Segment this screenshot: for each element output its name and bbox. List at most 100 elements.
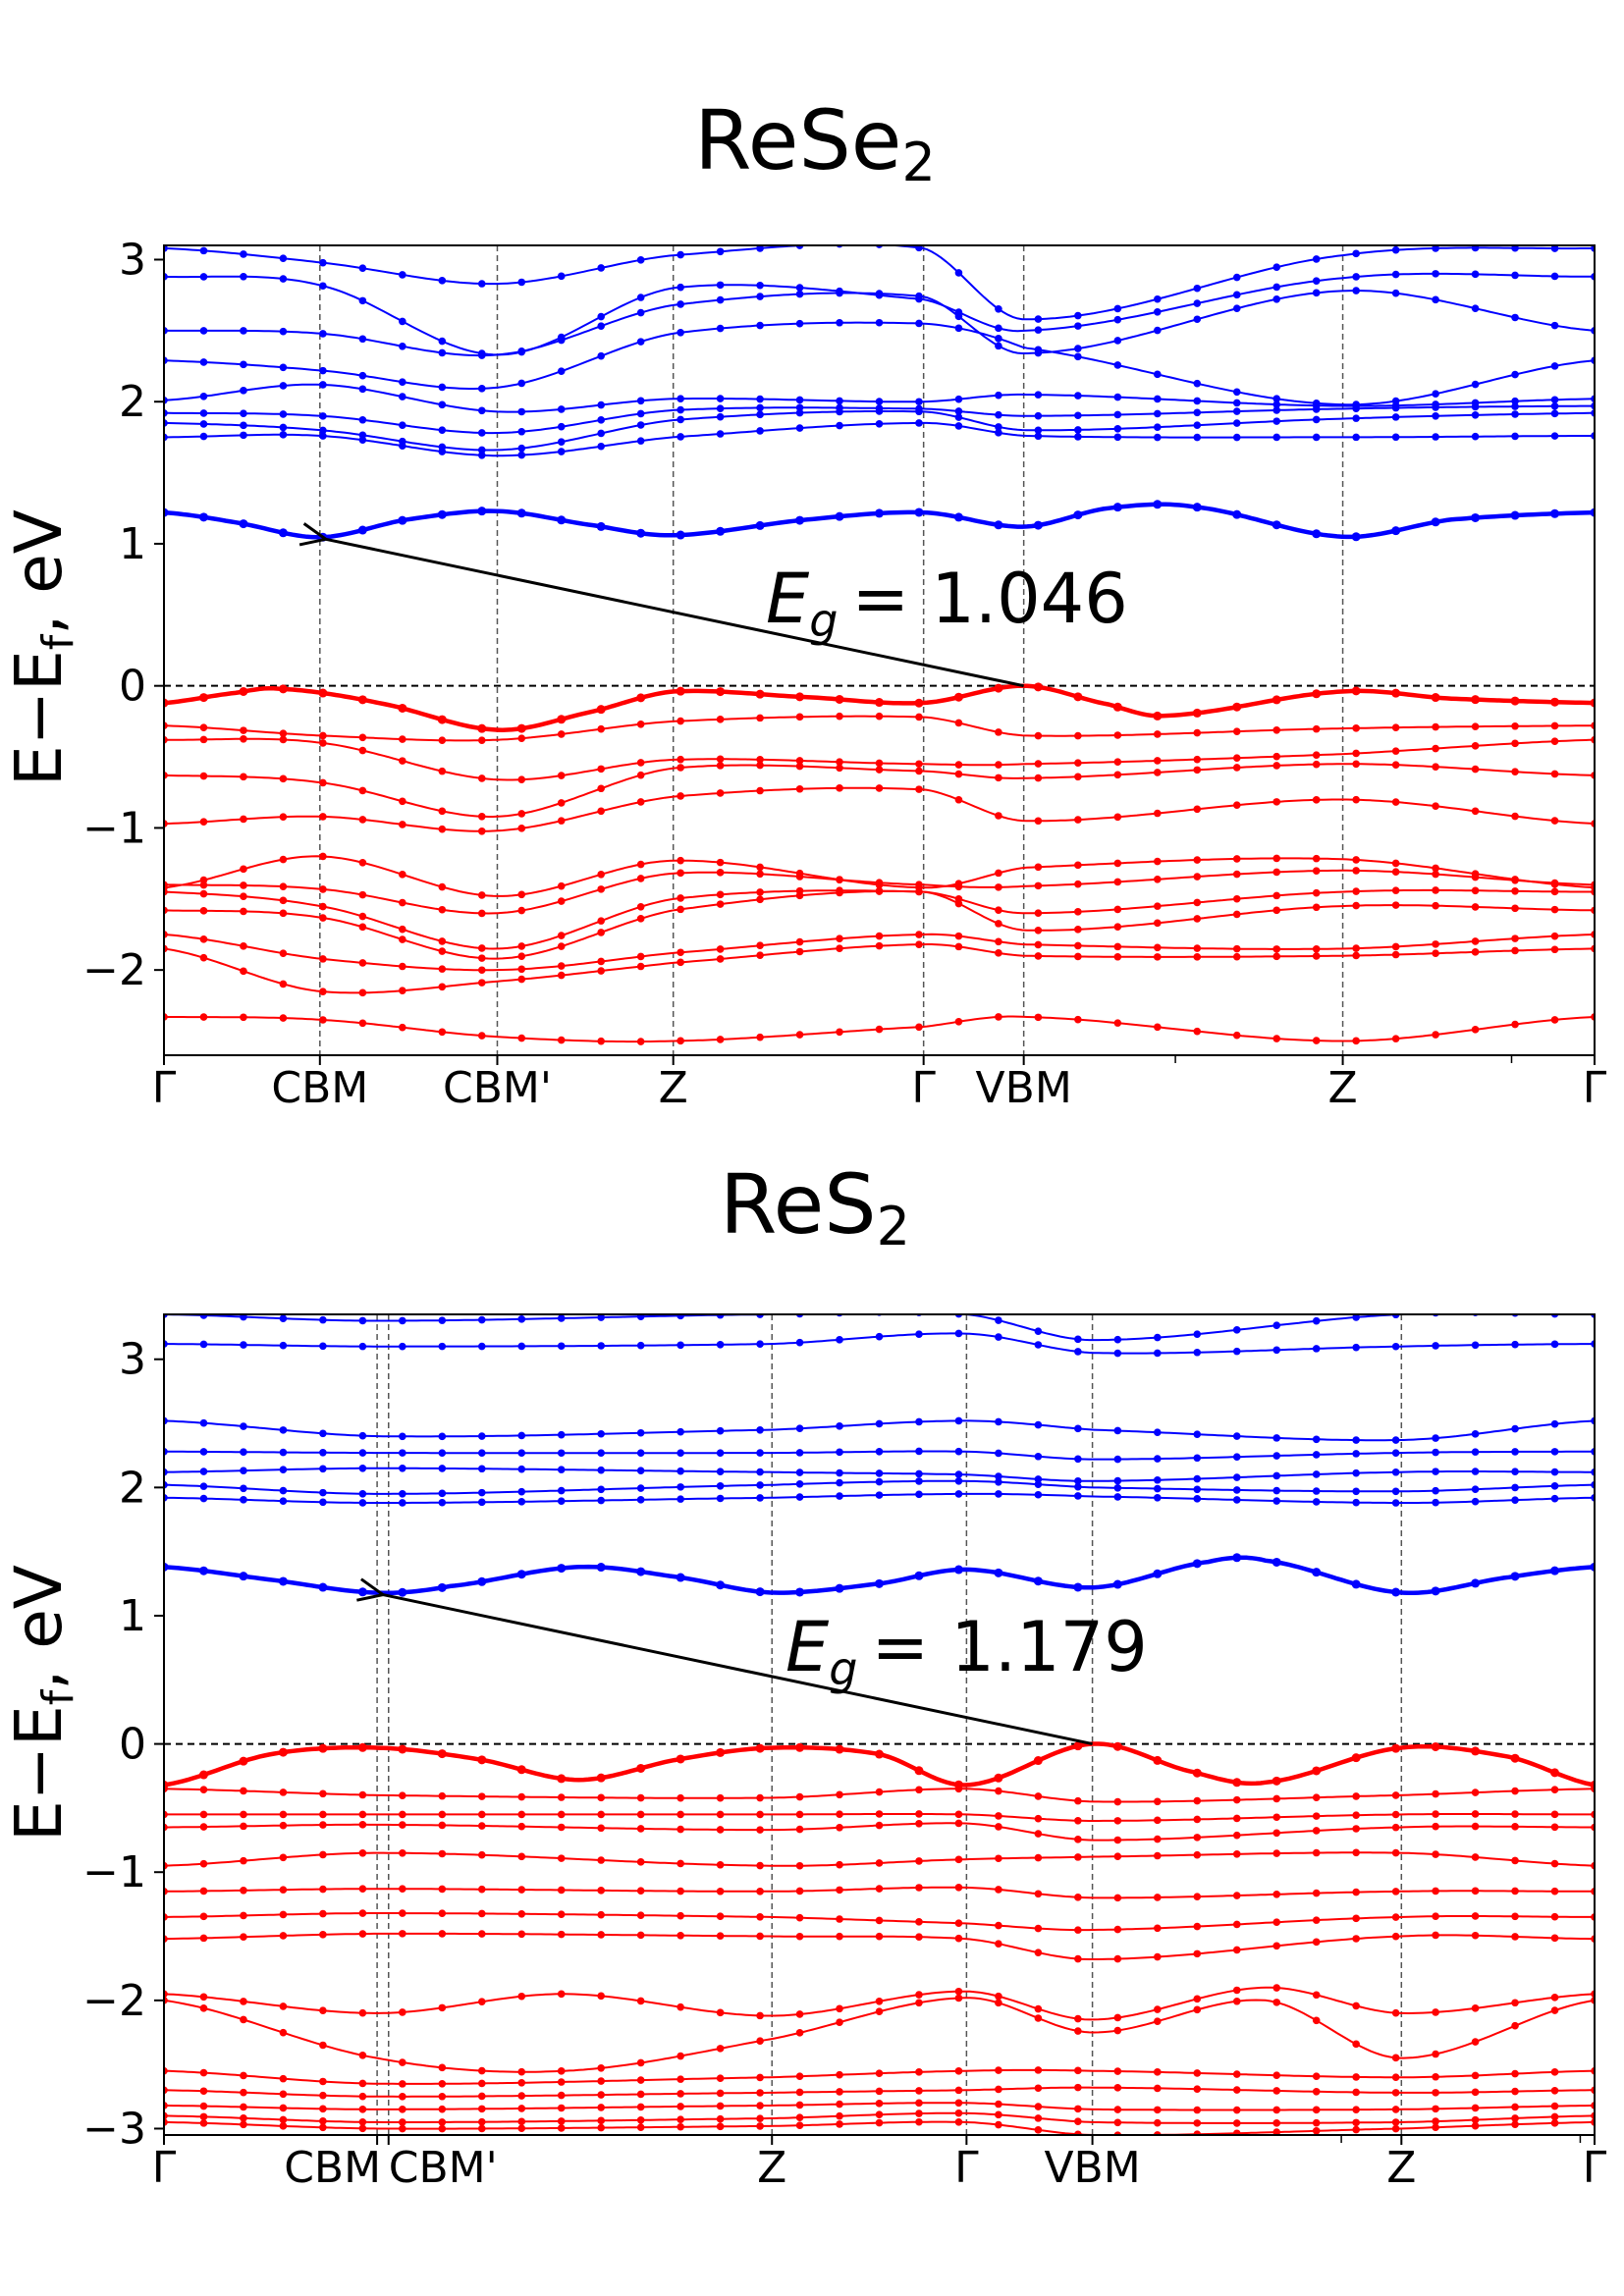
band-point: [199, 358, 208, 366]
band-point: [1154, 395, 1162, 403]
band-point: [1272, 1486, 1281, 1495]
band-point: [279, 1486, 288, 1495]
band-point: [636, 1911, 645, 1919]
band-point: [836, 944, 843, 952]
band-point: [676, 1754, 685, 1764]
band-point: [279, 1014, 288, 1022]
band-point: [358, 1848, 367, 1857]
band-point: [399, 935, 406, 943]
band-point: [1232, 291, 1241, 299]
band-point: [875, 1469, 884, 1477]
band-point: [399, 2008, 406, 2016]
band-point: [597, 1793, 605, 1802]
band-point: [1431, 1586, 1440, 1596]
band-point: [438, 2105, 447, 2113]
band-point: [716, 716, 725, 723]
band-point: [636, 437, 645, 445]
band-point: [557, 962, 566, 970]
band-point: [1312, 1889, 1321, 1897]
band-point: [1352, 1314, 1360, 1321]
band-point: [1550, 1468, 1559, 1476]
band-point: [358, 1489, 367, 1498]
band-point: [199, 273, 208, 281]
band-point: [1033, 520, 1043, 530]
band-point: [557, 1342, 566, 1351]
band-point: [756, 2037, 764, 2046]
band-point: [1432, 1031, 1439, 1039]
band-point: [1432, 864, 1439, 873]
band-point: [557, 405, 566, 413]
band-point: [597, 2116, 605, 2125]
band-point: [438, 348, 447, 357]
band-point: [1471, 2038, 1480, 2046]
band-point: [954, 395, 963, 403]
band-point: [279, 2090, 288, 2099]
band-point: [836, 287, 843, 295]
band-point: [1351, 1753, 1361, 1763]
band-point: [516, 1570, 526, 1579]
band-point: [1352, 944, 1360, 952]
band-point: [358, 1499, 367, 1507]
band-point: [240, 431, 247, 440]
band-point: [477, 891, 486, 899]
band-point: [756, 2122, 764, 2130]
band-point: [676, 686, 685, 696]
band-point: [438, 1342, 447, 1351]
band-point: [755, 520, 765, 530]
band-point: [795, 692, 805, 702]
band-point: [677, 948, 684, 957]
band-point: [557, 367, 566, 375]
band-point: [1113, 2084, 1122, 2092]
band-point: [836, 1492, 843, 1500]
band-point: [1193, 1348, 1202, 1357]
band-point: [954, 761, 963, 769]
band-point: [319, 1885, 327, 1894]
band-point: [1232, 1496, 1241, 1504]
band-point: [597, 1824, 605, 1833]
band-point: [1391, 1449, 1400, 1457]
band-point: [1272, 906, 1281, 915]
band-point: [795, 403, 804, 412]
band-point: [756, 1426, 764, 1434]
band-point: [1511, 904, 1519, 913]
band-point: [636, 2123, 645, 2131]
band-point: [1113, 1836, 1122, 1844]
band-point: [1074, 880, 1082, 888]
band-point: [1192, 503, 1202, 512]
band-point: [319, 1315, 327, 1324]
band-point: [677, 958, 684, 967]
band-point: [915, 404, 923, 413]
band-point: [1272, 868, 1281, 877]
band-point: [358, 296, 367, 305]
band-point: [438, 1489, 447, 1498]
band-point: [1312, 255, 1321, 263]
band-point: [1471, 380, 1480, 389]
band-point: [1034, 909, 1043, 917]
band-point: [1272, 1321, 1281, 1330]
band-point: [1352, 760, 1360, 769]
band-point: [995, 728, 1002, 736]
band-point: [240, 1911, 247, 1920]
band-point: [1550, 2086, 1559, 2095]
band-point: [915, 319, 923, 328]
band-point: [399, 735, 406, 743]
band-point: [1113, 1925, 1122, 1934]
band-point: [995, 1921, 1002, 1930]
band-point: [1431, 1741, 1440, 1751]
band-point: [1391, 859, 1400, 868]
band-point: [1391, 1791, 1400, 1799]
band-point: [1432, 2008, 1439, 2016]
band-point: [756, 2011, 764, 2020]
band-point: [1073, 510, 1083, 520]
band-point: [995, 774, 1002, 782]
band-point: [1312, 289, 1321, 297]
band-point: [1272, 695, 1281, 705]
band-point: [795, 1338, 804, 1347]
band-point: [1073, 692, 1083, 702]
band-point: [597, 2077, 605, 2085]
band-point: [279, 1426, 288, 1434]
band-point: [597, 1466, 605, 1474]
band-point: [1352, 1037, 1360, 1045]
band-point: [438, 882, 447, 891]
band-point: [1154, 1455, 1162, 1463]
